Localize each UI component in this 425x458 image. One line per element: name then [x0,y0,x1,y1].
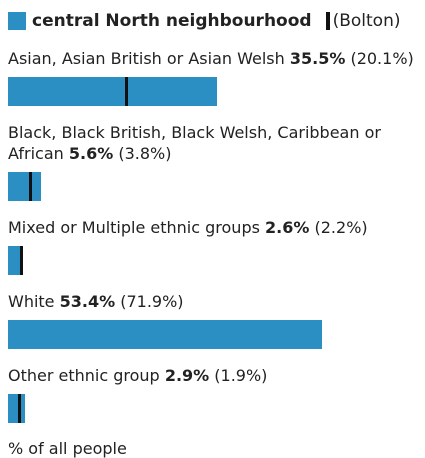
category-name: Mixed or Multiple ethnic groups [8,218,260,237]
chart: central North neighbourhood (Bolton) Asi… [0,10,425,458]
category-name: Other ethnic group [8,366,160,385]
bar-track [8,77,417,106]
category-name: Black, Black British, Black Welsh, Carib… [8,123,381,163]
bar-track [8,246,417,275]
value-label: 5.6% [68,144,114,163]
legend-label: central North neighbourhood [32,11,312,31]
rows: Asian, Asian British or Asian Welsh 35.5… [8,48,417,423]
comparison-marker [18,394,22,423]
comparison-label: (3.8%) [118,144,172,163]
category-label: Asian, Asian British or Asian Welsh 35.5… [8,48,417,69]
bar [8,77,217,106]
comparison-label: (2.2%) [314,218,368,237]
value-label: 2.6% [265,218,310,237]
value-label: 2.9% [164,366,210,385]
bar-track [8,394,417,423]
bar-track [8,172,417,201]
legend-label: (Bolton) [332,11,401,31]
comparison-marker [125,77,129,106]
category-name: White [8,292,55,311]
legend: central North neighbourhood (Bolton) [8,10,417,32]
legend-swatch [325,12,330,30]
comparison-marker [19,246,23,275]
category-name: Asian, Asian British or Asian Welsh [8,49,285,68]
comparison-label: (1.9%) [214,366,268,385]
legend-swatch [8,12,26,30]
category-label: White 53.4% (71.9%) [8,291,417,312]
comparison-label: (20.1%) [350,49,414,68]
comparison-marker [29,172,33,201]
value-label: 35.5% [289,49,346,68]
category-label: Black, Black British, Black Welsh, Carib… [8,122,417,164]
value-label: 53.4% [59,292,116,311]
bar-track [8,320,417,349]
bar [8,172,41,201]
bar [8,320,322,349]
category-label: Mixed or Multiple ethnic groups 2.6% (2.… [8,217,417,238]
comparison-label: (71.9%) [120,292,184,311]
category-label: Other ethnic group 2.9% (1.9%) [8,365,417,386]
bar [8,246,24,275]
bar [8,394,26,423]
